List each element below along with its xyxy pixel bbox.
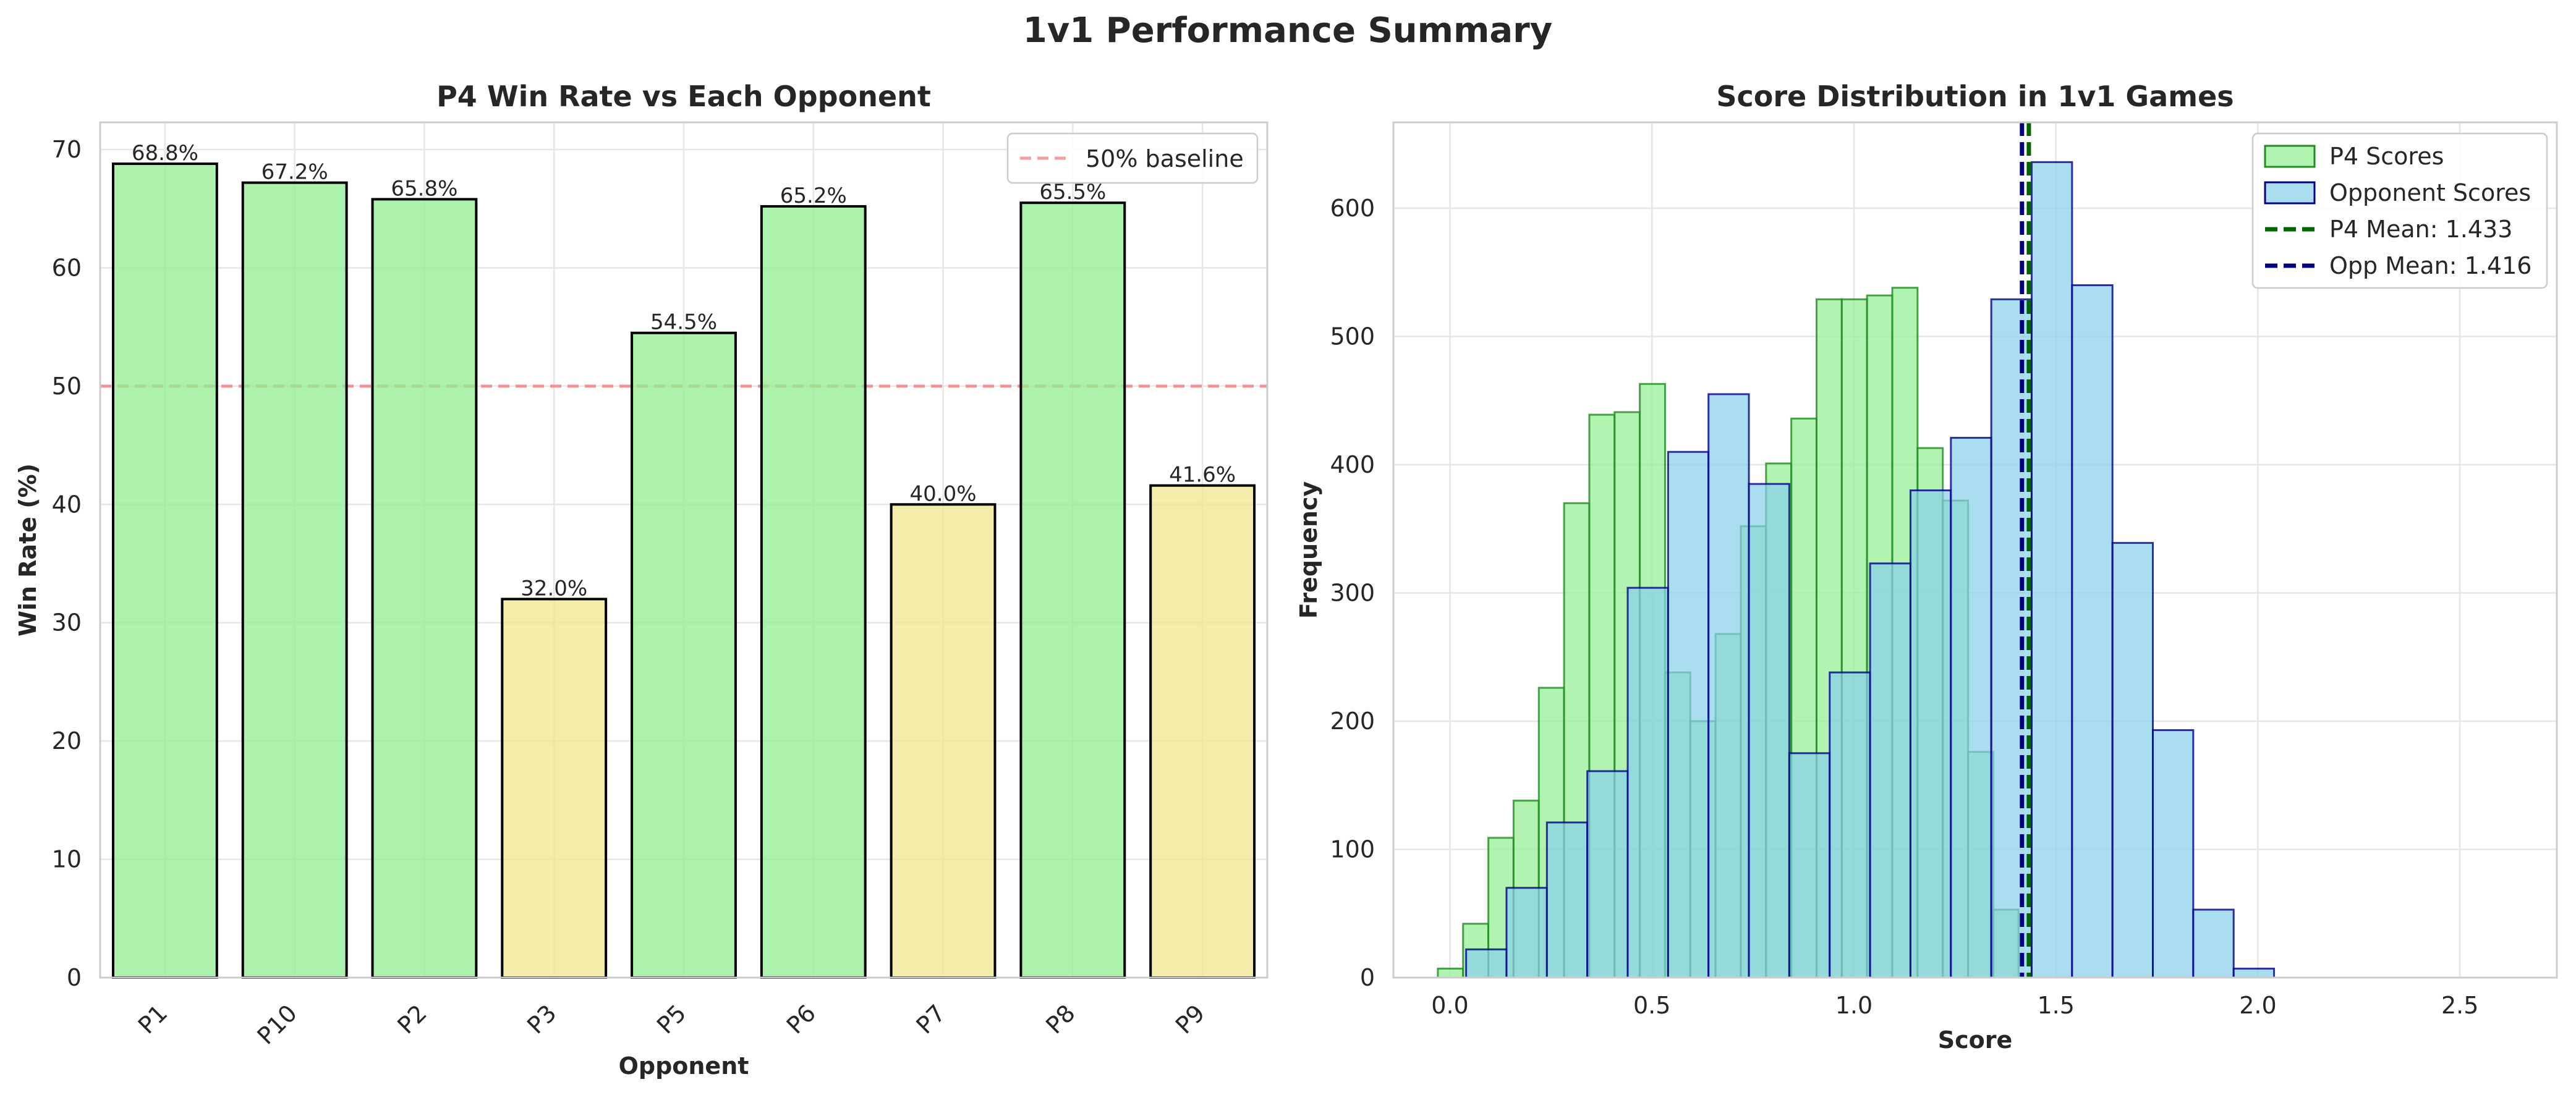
mean-lines — [2020, 122, 2031, 978]
win-rate-plot-frame — [99, 121, 1269, 979]
bar-p10 — [241, 181, 348, 979]
legend-opp-mean-label: Opp Mean: 1.416 — [2329, 252, 2531, 279]
x-tick-label: 2.5 — [2441, 992, 2478, 1019]
y-tick-label: 40 — [52, 491, 82, 518]
legend-p4-mean-label: P4 Mean: 1.433 — [2329, 216, 2512, 243]
win-rate-bars — [111, 162, 1256, 979]
y-tick-label: 100 — [1330, 836, 1375, 863]
bar-p8 — [1019, 201, 1126, 979]
y-tick-label: 500 — [1330, 323, 1375, 350]
x-tick-label: 0.5 — [1633, 992, 1670, 1019]
x-tick-label: 2.0 — [2239, 992, 2276, 1019]
opponent-bin — [1829, 671, 1871, 979]
bar-value-label: 54.5% — [650, 310, 717, 335]
opponent-bin — [1950, 436, 1992, 979]
opponent-bin — [1909, 489, 1952, 979]
legend-opponent-scores-swatch — [2264, 181, 2316, 205]
y-tick-label: 400 — [1330, 451, 1375, 478]
opponent-bin — [1586, 770, 1629, 979]
bar-p9 — [1149, 484, 1256, 979]
score-legend: P4 Scores Opponent Scores P4 Mean: 1.433 Op… — [2251, 132, 2548, 289]
legend-p4-scores-swatch — [2264, 145, 2316, 168]
opponent-bin — [1545, 821, 1589, 979]
y-tick-label: 30 — [52, 609, 82, 636]
score-x-axis-label: Score — [1938, 1026, 2013, 1054]
bar-value-label: 67.2% — [261, 160, 328, 185]
y-tick-label: 60 — [52, 254, 82, 281]
score-histogram: 0 100 200 300 400 500 600 0.0 0.5 1.0 1.5 2.0 2.5 S… — [1295, 80, 2558, 1054]
score-plot-frame — [1392, 121, 2558, 979]
win-rate-bar-chart: 68.8% 67.2% 65.8% 32.0% 54.5% 65.2% 40.0% 65.5%… — [14, 80, 1269, 1080]
score-chart-title: Score Distribution in 1v1 Games — [1716, 80, 2234, 113]
opponent-bin — [2111, 542, 2154, 979]
opponent-bin — [1869, 562, 1911, 979]
win-rate-legend-box — [1006, 132, 1259, 184]
win-rate-value-labels: 68.8% 67.2% 65.8% 32.0% 54.5% 65.2% 40.0% 65.5%… — [132, 141, 1236, 601]
y-tick-label: 20 — [52, 727, 82, 755]
opponent-bin — [2030, 161, 2073, 979]
bar-p3 — [501, 598, 608, 979]
score-legend-box — [2251, 132, 2548, 289]
bar-value-label: 40.0% — [910, 481, 977, 506]
legend-opponent-scores-label: Opponent Scores — [2329, 179, 2531, 206]
bar-value-label: 65.2% — [780, 184, 847, 208]
opponent-bin — [1788, 752, 1831, 979]
bar-value-label: 68.8% — [132, 141, 198, 166]
bar-value-label: 41.6% — [1169, 463, 1236, 488]
win-rate-y-ticks: 0 10 20 30 40 50 60 70 — [52, 136, 82, 991]
opponent-score-bins — [1465, 161, 2276, 979]
y-tick-label: 0 — [67, 964, 82, 991]
win-rate-legend: 50% baseline — [1006, 132, 1259, 184]
bar-p7 — [890, 503, 997, 979]
opponent-bin — [2152, 729, 2195, 979]
win-rate-chart-title: P4 Win Rate vs Each Opponent — [436, 80, 931, 113]
opponent-bin — [2192, 908, 2235, 979]
figure-title: 1v1 Performance Summary — [1023, 11, 1553, 51]
opponent-bin — [2232, 967, 2276, 979]
y-tick-label: 50 — [52, 373, 82, 400]
bar-p6 — [760, 205, 867, 979]
x-tick-label: 0.0 — [1431, 992, 1468, 1019]
bar-p1 — [111, 162, 218, 979]
opponent-bin — [1667, 450, 1710, 979]
bar-value-label: 32.0% — [521, 576, 587, 601]
x-tick-label: 1.0 — [1835, 992, 1872, 1019]
y-tick-label: 300 — [1330, 580, 1375, 607]
win-rate-x-axis-label: Opponent — [619, 1052, 749, 1080]
x-tick-label: 1.5 — [2037, 992, 2074, 1019]
bar-value-label: 65.8% — [391, 176, 457, 201]
bar-p2 — [371, 198, 478, 979]
opponent-bin — [1707, 393, 1750, 979]
opponent-bin — [1465, 948, 1508, 979]
score-y-ticks: 0 100 200 300 400 500 600 — [1330, 195, 1375, 991]
y-tick-label: 0 — [1360, 964, 1375, 991]
bar-value-label: 65.5% — [1039, 180, 1106, 205]
y-tick-label: 600 — [1330, 195, 1375, 222]
score-legend-items: P4 Scores Opponent Scores P4 Mean: 1.433 Op… — [2264, 143, 2531, 279]
win-rate-y-axis-label: Win Rate (%) — [14, 463, 41, 636]
opponent-bin — [1505, 887, 1548, 979]
opponent-bin — [1626, 586, 1669, 979]
y-tick-label: 10 — [52, 846, 82, 873]
opponent-bin — [1990, 298, 2033, 979]
opponent-bin — [2071, 284, 2114, 979]
y-tick-label: 70 — [52, 136, 82, 163]
opponent-bin — [1748, 483, 1790, 979]
bar-p5 — [631, 331, 737, 979]
score-x-ticks: 0.0 0.5 1.0 1.5 2.0 2.5 — [1431, 992, 2478, 1019]
legend-p4-scores-label: P4 Scores — [2329, 143, 2444, 170]
legend-baseline-label: 50% baseline — [1086, 145, 1244, 172]
p4-bin — [1437, 967, 1464, 979]
score-y-axis-label: Frequency — [1295, 481, 1322, 619]
y-tick-label: 200 — [1330, 708, 1375, 735]
